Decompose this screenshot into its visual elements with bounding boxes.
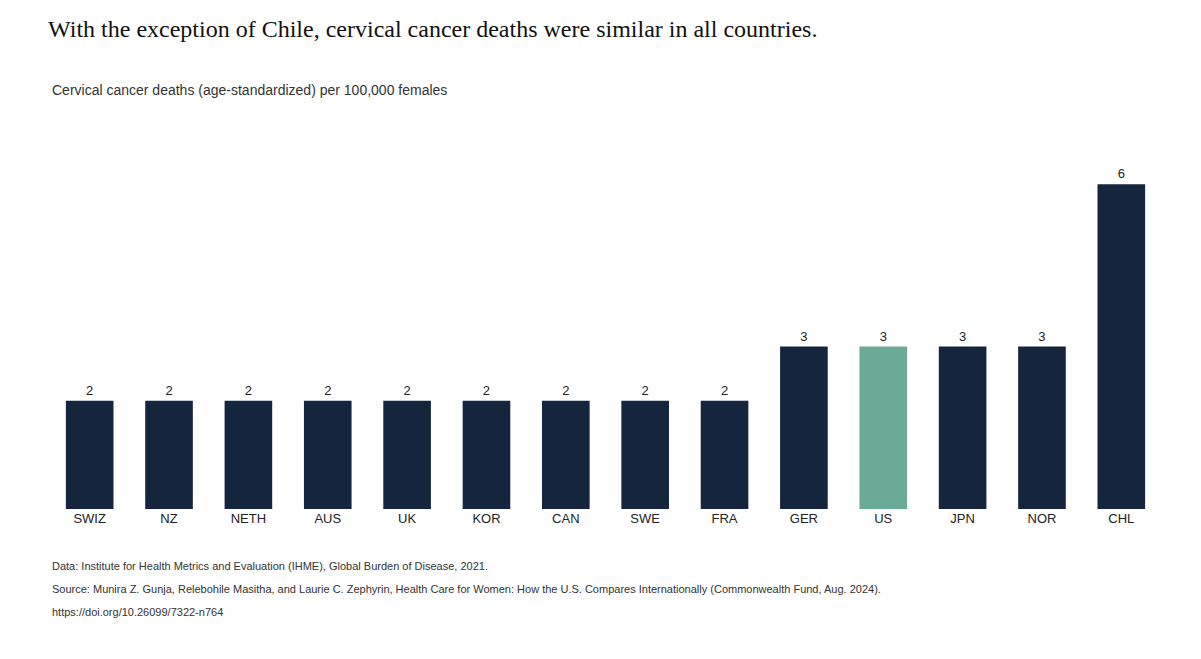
svg-text:NETH: NETH — [231, 511, 266, 526]
svg-text:2: 2 — [562, 383, 569, 398]
svg-text:UK: UK — [398, 511, 416, 526]
svg-text:JPN: JPN — [950, 511, 975, 526]
svg-text:SWIZ: SWIZ — [73, 511, 106, 526]
svg-text:2: 2 — [86, 383, 93, 398]
svg-text:With the exception of Chile, c: With the exception of Chile, cervical ca… — [48, 16, 817, 42]
svg-text:3: 3 — [959, 329, 966, 344]
svg-text:2: 2 — [324, 383, 331, 398]
svg-text:2: 2 — [245, 383, 252, 398]
svg-text:Cervical cancer deaths (age-st: Cervical cancer deaths (age-standardized… — [52, 82, 447, 98]
svg-text:CHL: CHL — [1108, 511, 1134, 526]
svg-text:NOR: NOR — [1028, 511, 1057, 526]
svg-text:FRA: FRA — [712, 511, 738, 526]
svg-text:Data: Institute for Health Met: Data: Institute for Health Metrics and E… — [52, 560, 488, 572]
svg-text:3: 3 — [880, 329, 887, 344]
svg-text:6: 6 — [1118, 166, 1125, 181]
svg-text:Source: Munira Z. Gunja, Releb: Source: Munira Z. Gunja, Relebohile Masi… — [52, 583, 881, 595]
svg-text:3: 3 — [800, 329, 807, 344]
svg-text:US: US — [874, 511, 892, 526]
svg-text:2: 2 — [483, 383, 490, 398]
svg-text:GER: GER — [790, 511, 818, 526]
svg-text:KOR: KOR — [472, 511, 500, 526]
svg-text:CAN: CAN — [552, 511, 579, 526]
svg-text:SWE: SWE — [630, 511, 660, 526]
svg-text:2: 2 — [642, 383, 649, 398]
svg-text:AUS: AUS — [314, 511, 341, 526]
svg-text:https://doi.org/10.26099/7322-: https://doi.org/10.26099/7322-n764 — [52, 606, 223, 618]
svg-text:NZ: NZ — [160, 511, 177, 526]
svg-text:2: 2 — [403, 383, 410, 398]
svg-text:3: 3 — [1038, 329, 1045, 344]
svg-text:2: 2 — [721, 383, 728, 398]
svg-text:2: 2 — [165, 383, 172, 398]
